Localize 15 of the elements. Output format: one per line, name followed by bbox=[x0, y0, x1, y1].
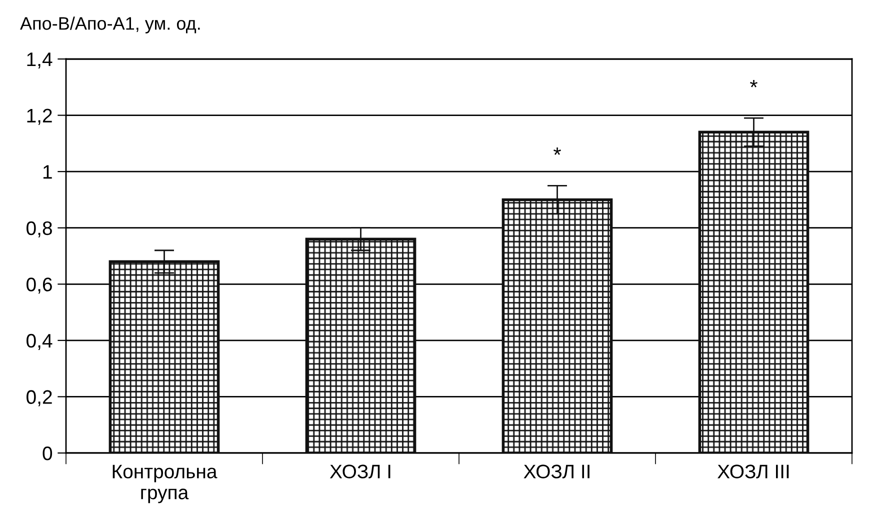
annotation: * bbox=[554, 148, 561, 155]
y-tick-label: 0,2 bbox=[26, 390, 52, 406]
y-tick-label: 0,6 bbox=[26, 278, 52, 294]
y-axis-title: Апо-В/Апо-А1, ум. од. bbox=[20, 16, 200, 34]
y-tick-label: 1 bbox=[43, 165, 52, 179]
x-tick-label: ХОЗЛ II bbox=[524, 464, 590, 478]
annotation: * bbox=[750, 80, 758, 88]
y-tick-label: 1,4 bbox=[27, 52, 52, 69]
x-tick-label: Контрольна група bbox=[112, 464, 218, 504]
x-tick-label: ХОЗЛ III bbox=[718, 464, 789, 478]
y-tick-label: 0,4 bbox=[26, 334, 52, 350]
x-tick-label: ХОЗЛ I bbox=[330, 464, 390, 478]
y-tick-label: 1,2 bbox=[27, 108, 52, 125]
y-tick-label: 0 bbox=[42, 446, 52, 460]
y-tick-label: 0,8 bbox=[26, 221, 52, 238]
